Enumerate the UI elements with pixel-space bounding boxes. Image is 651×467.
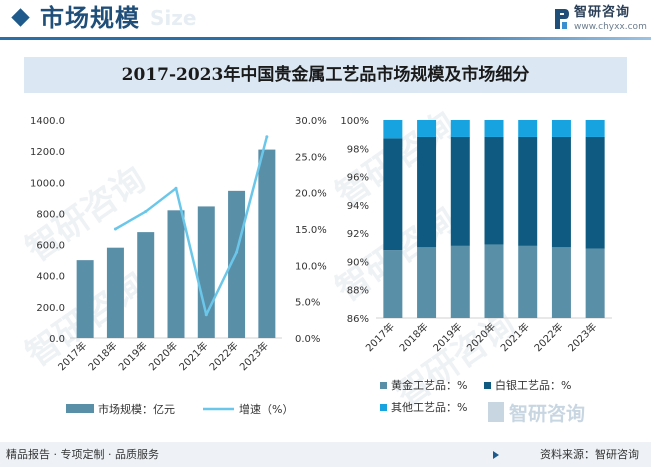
stacked-bar-segment <box>383 250 403 318</box>
stacked-bar-segment <box>551 247 571 318</box>
stacked-bar-segment <box>518 136 538 246</box>
legend-label: 黄金工艺品：% <box>391 378 467 392</box>
section-title-ghost: Size <box>150 6 197 30</box>
brand-watermark-text: 智研咨询 <box>509 402 585 425</box>
bar <box>197 206 215 338</box>
figure-title: 2017-2023年中国贵金属工艺品市场规模及市场细分 <box>121 65 530 85</box>
brand-logo: 智研咨询 www.chyxx.com <box>552 5 647 35</box>
stacked-bar-segment <box>585 248 605 318</box>
y-tick-label: 800.0 <box>36 209 65 220</box>
brand-watermark-icon <box>488 402 504 422</box>
stacked-bar-segment <box>450 136 470 246</box>
y2-tick-label: 25.0% <box>295 152 327 163</box>
brand-name: 智研咨询 <box>574 5 631 20</box>
line-point <box>113 227 117 231</box>
y2-tick-label: 30.0% <box>295 116 327 127</box>
x-tick-label: 2020年 <box>146 339 180 373</box>
stacked-bar-segment <box>585 136 605 249</box>
y-tick-label: 92% <box>347 229 369 240</box>
x-tick-label: 2023年 <box>237 339 271 373</box>
x-tick-label: 2022年 <box>531 320 565 354</box>
x-tick-label: 2018年 <box>396 320 430 354</box>
line-point <box>174 186 178 190</box>
x-tick-label: 2021年 <box>176 339 210 373</box>
brand-watermark: 智研咨询 <box>488 402 585 425</box>
footer-slogan: 精品报告 · 专项定制 · 品质服务 <box>6 448 159 461</box>
figure-title-band: 2017-2023年中国贵金属工艺品市场规模及市场细分 <box>24 57 627 93</box>
x-tick-label: 2023年 <box>565 320 599 354</box>
diamond-icon <box>11 8 30 27</box>
series-line <box>114 136 269 316</box>
line-point <box>144 210 148 214</box>
header-divider <box>0 37 651 40</box>
bar <box>106 247 124 338</box>
page-footer: 精品报告 · 专项定制 · 品质服务 资料来源：智研咨询 <box>0 442 651 467</box>
stacked-bar-segment <box>551 120 571 137</box>
combo-chart: 0.0 200.0 400.0 600.0 800.0 1000.0 1200.0 1400.… <box>30 116 327 416</box>
stacked-bar-segment <box>484 120 504 137</box>
y-tick-label: 86% <box>347 314 369 325</box>
legend-swatch-bar <box>66 404 94 413</box>
x-tick-label: 2018年 <box>85 339 119 373</box>
brand-url: www.chyxx.com <box>574 22 647 32</box>
y2-tick-label: 0.0% <box>295 334 320 345</box>
stacked-bar-segment <box>450 120 470 137</box>
x-tick-label: 2022年 <box>206 339 240 373</box>
legend-label: 白银工艺品：% <box>495 378 571 392</box>
stacked-bar-segment <box>484 244 504 318</box>
stacked-bar-segment <box>383 120 403 139</box>
legend-swatch <box>484 382 491 389</box>
stacked-bar-segment <box>585 120 605 137</box>
y-tick-label: 90% <box>347 257 369 268</box>
y-tick-label: 0.0 <box>49 334 65 345</box>
stacked-bar-segment <box>417 120 437 137</box>
section-title: 市场规模 <box>40 4 140 32</box>
y-tick-label: 98% <box>347 144 369 155</box>
legend-swatch <box>380 382 387 389</box>
chevron-right-icon <box>493 451 499 459</box>
stacked-bar-segment <box>383 138 403 251</box>
stacked-bar-segment <box>417 136 437 248</box>
y-tick-label: 200.0 <box>36 303 65 314</box>
line-point <box>235 250 239 254</box>
charts-area: 智研咨询智研咨询智研咨询智研咨询智研咨询0.0200.0400.0600.080… <box>19 104 612 425</box>
bar <box>76 260 94 338</box>
bar <box>228 190 246 338</box>
stacked-bar-segment <box>551 136 571 248</box>
y-tick-label: 94% <box>347 201 369 212</box>
y-tick-label: 88% <box>347 286 369 297</box>
footer-source: 资料来源：智研咨询 <box>540 448 639 461</box>
y-tick-label: 400.0 <box>36 272 65 283</box>
legend-label: 其他工艺品：% <box>391 401 467 414</box>
y2-tick-label: 15.0% <box>295 225 327 236</box>
legend-label: 增速（%） <box>239 402 293 416</box>
x-tick-label: 2017年 <box>363 320 397 354</box>
page-header: 市场规模 Size 智研咨询 www.chyxx.com <box>0 0 651 44</box>
y-tick-label: 600.0 <box>36 241 65 252</box>
line-point <box>204 313 208 317</box>
y-tick-label: 1200.0 <box>30 147 65 158</box>
stacked-bar-segment <box>484 136 504 245</box>
stacked-bar-segment <box>518 245 538 318</box>
y-tick-label: 1000.0 <box>30 178 65 189</box>
stacked-bar-segment <box>417 247 437 318</box>
stacked-bar-segment <box>518 120 538 137</box>
y-tick-label: 100% <box>340 116 369 127</box>
bar <box>258 149 276 338</box>
y2-tick-label: 5.0% <box>295 298 320 309</box>
y-tick-label: 1400.0 <box>30 116 65 127</box>
brand-logo-icon <box>555 9 569 29</box>
y-tick-label: 96% <box>347 173 369 184</box>
legend-swatch <box>380 404 387 411</box>
bar <box>137 232 155 338</box>
bar <box>167 210 185 338</box>
line-point <box>265 135 269 139</box>
legend-label: 市场规模：亿元 <box>98 402 175 416</box>
y2-tick-label: 10.0% <box>295 261 327 272</box>
stacked-bar-segment <box>450 245 470 318</box>
x-tick-label: 2019年 <box>116 339 150 373</box>
y2-tick-label: 20.0% <box>295 189 327 200</box>
